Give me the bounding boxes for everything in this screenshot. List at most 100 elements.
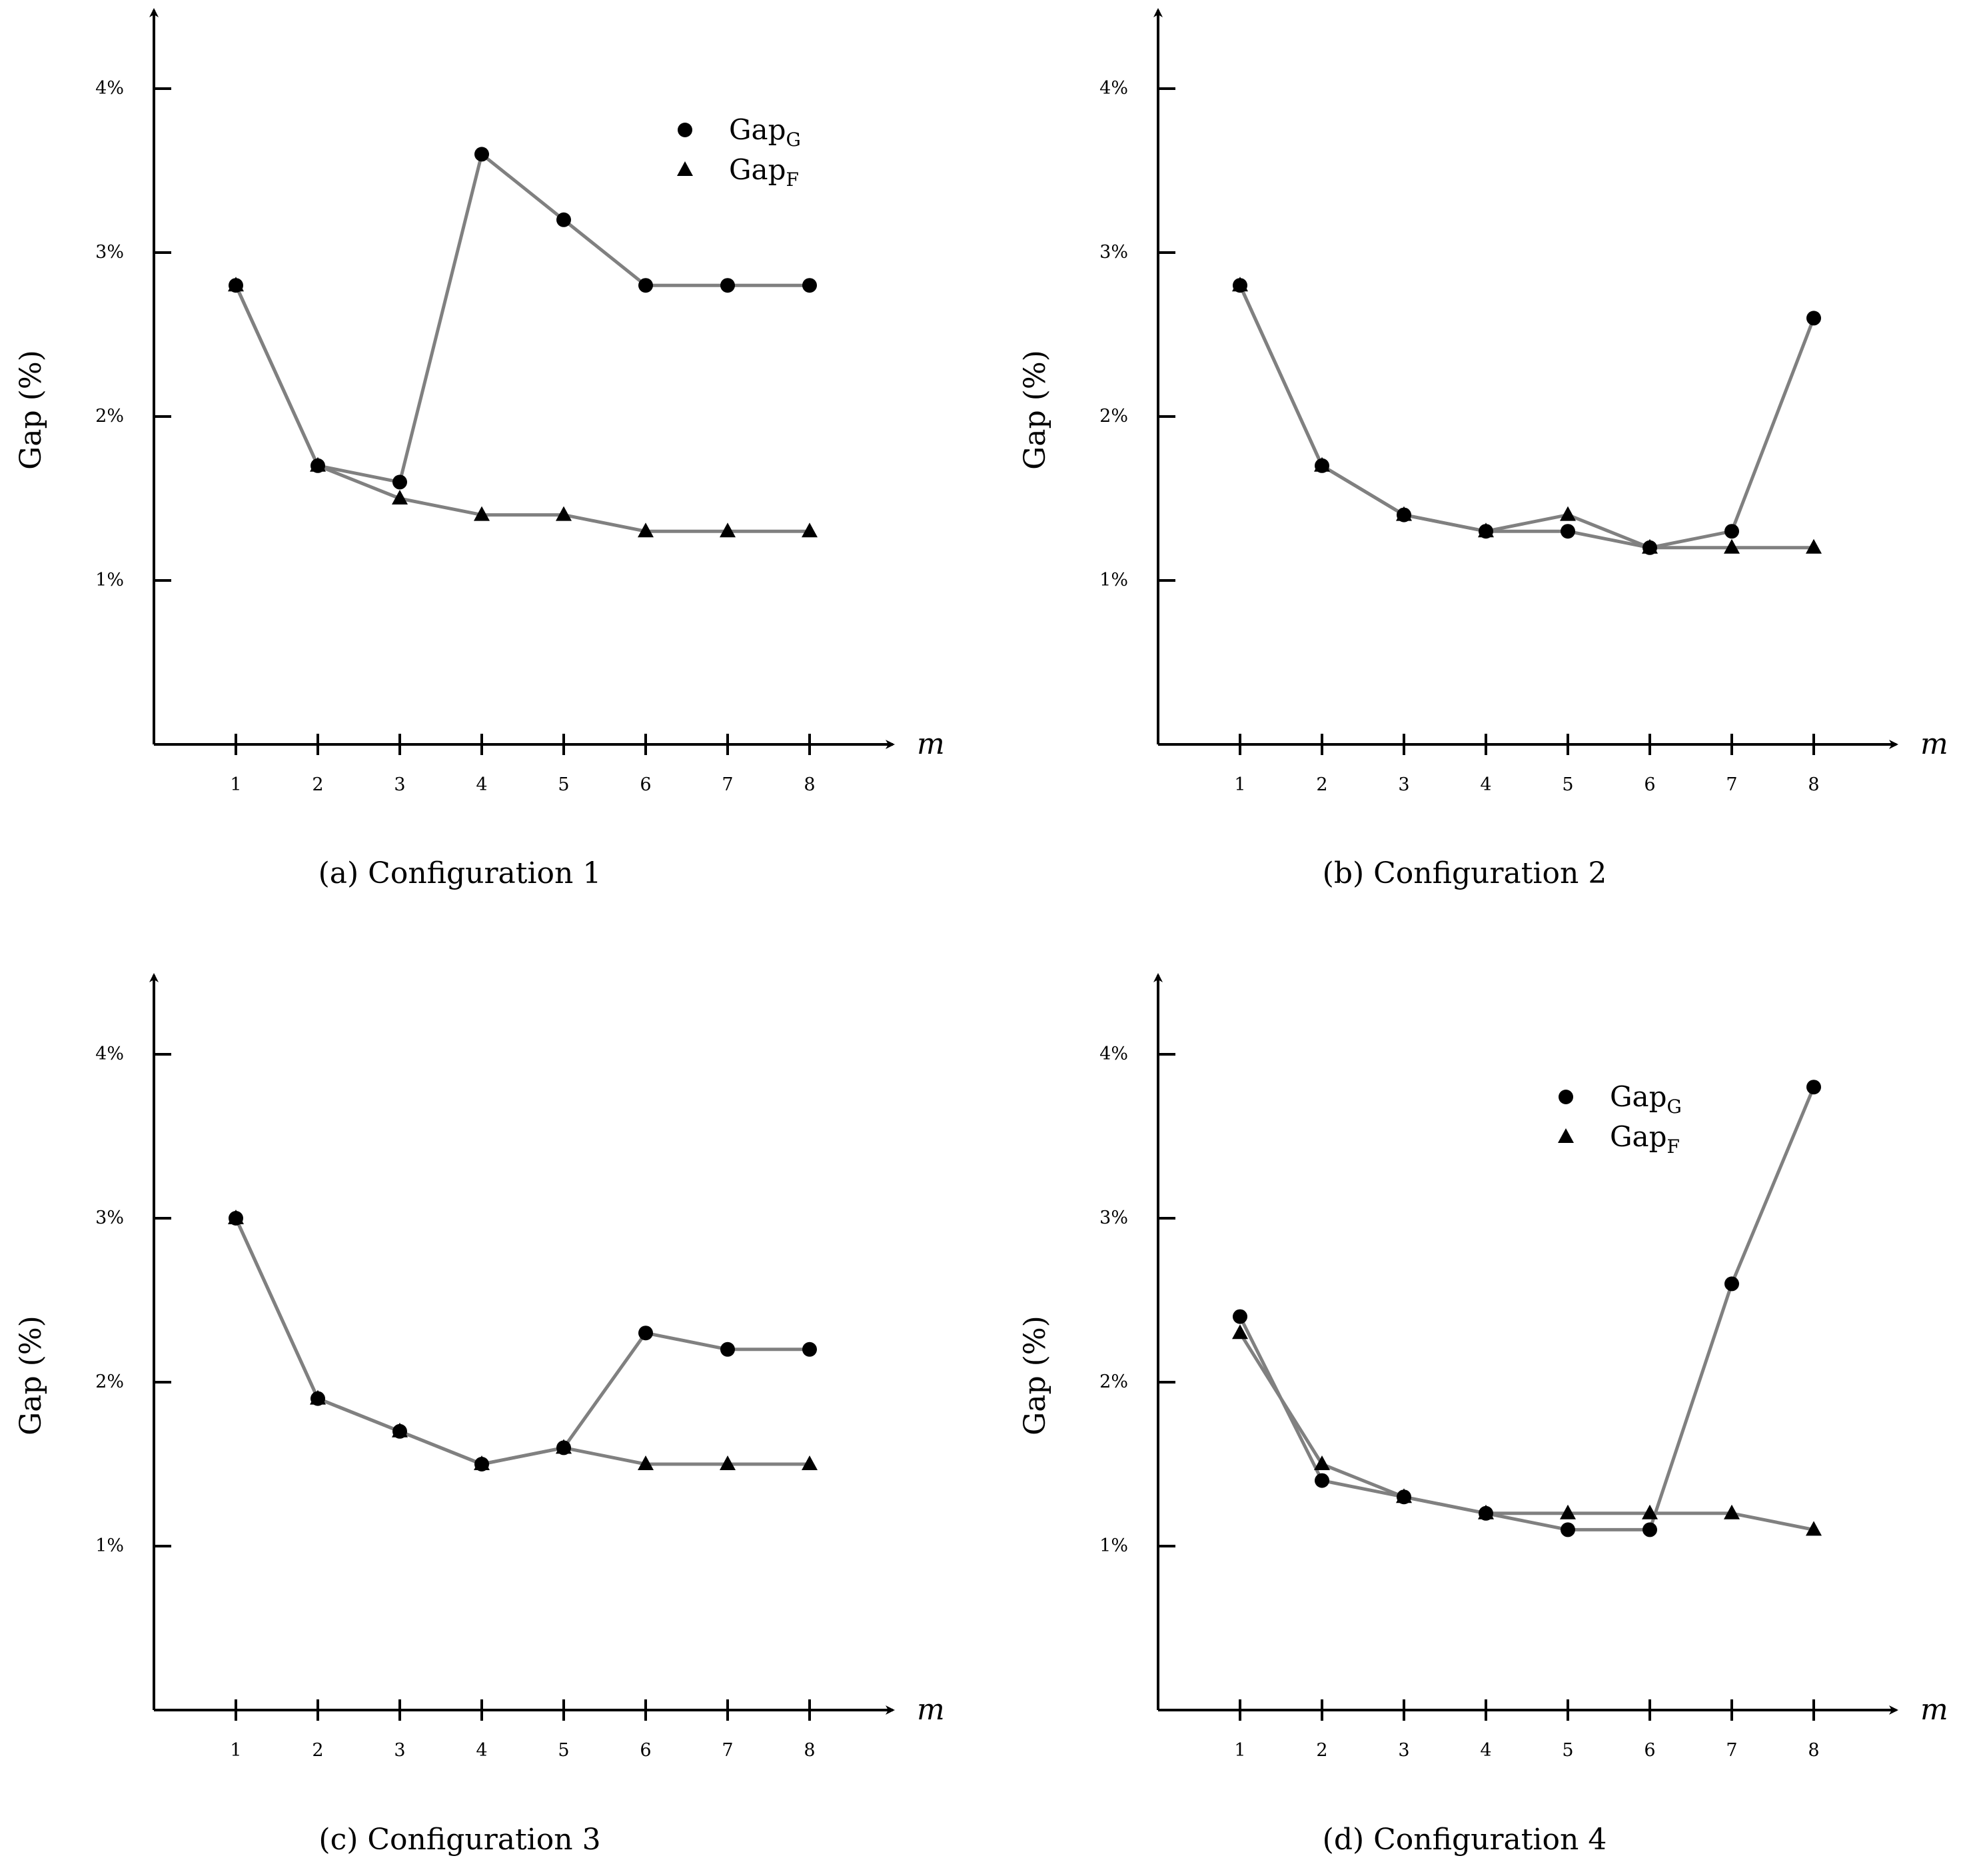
gap-f-point xyxy=(474,1455,490,1470)
series-line-gap-g xyxy=(234,152,810,484)
x-axis-label: m xyxy=(1920,1693,1948,1727)
y-tick-label: 4% xyxy=(95,78,124,99)
x-tick-label: 4 xyxy=(1480,1740,1491,1761)
y-tick-label: 1% xyxy=(95,570,124,590)
x-tick-label: 3 xyxy=(1398,1740,1409,1761)
chart-caption: (d) Configuration 4 xyxy=(1323,1823,1607,1857)
gap-g-point xyxy=(1233,1309,1247,1324)
gap-g-point xyxy=(1724,1276,1739,1292)
chart-caption: (c) Configuration 3 xyxy=(319,1823,600,1857)
gap-f-point xyxy=(1642,538,1658,554)
gap-f-point xyxy=(1314,457,1330,472)
chart-panel-3: m Gap (%) 1 2 3 4 5 6 7 8 1% 2% 3% 4% (c) Configuratio… xyxy=(14,973,945,1857)
gap-f-point xyxy=(1396,1488,1412,1503)
gap-f-point xyxy=(1396,506,1412,521)
x-tick-label: 8 xyxy=(804,774,815,795)
y-tick-label: 4% xyxy=(95,1044,124,1064)
x-axis-label: m xyxy=(917,727,945,761)
x-tick-label: 2 xyxy=(1316,774,1327,795)
y-tick-label: 3% xyxy=(95,1208,124,1228)
gap-g-point xyxy=(638,278,653,293)
gap-g-point xyxy=(720,1342,735,1357)
series-line-gap-f xyxy=(234,285,810,533)
gap-f-point xyxy=(802,522,818,538)
y-tick-label: 2% xyxy=(95,406,124,427)
x-tick-label: 5 xyxy=(558,774,569,795)
y-tick-label: 2% xyxy=(95,1372,124,1392)
gap-f-point xyxy=(310,457,326,472)
gap-g-point xyxy=(720,278,735,293)
x-tick-label: 8 xyxy=(804,1740,815,1761)
legend-marker-circle xyxy=(678,123,692,137)
gap-f-point xyxy=(1478,522,1494,538)
x-tick-label: 8 xyxy=(1808,774,1819,795)
x-tick-label: 3 xyxy=(1398,774,1409,795)
legend-label: GapG xyxy=(1610,1080,1682,1118)
y-tick-label: 2% xyxy=(1099,406,1128,427)
y-tick-label: 4% xyxy=(1099,78,1128,99)
y-axis-label: Gap (%) xyxy=(14,350,48,470)
gap-g-point xyxy=(802,278,817,293)
gap-f-point xyxy=(1560,506,1576,521)
gap-g-point xyxy=(1561,524,1575,539)
x-tick-label: 1 xyxy=(230,774,241,795)
gap-f-point xyxy=(1232,277,1248,292)
x-tick-label: 2 xyxy=(1316,1740,1327,1761)
x-tick-label: 6 xyxy=(1644,774,1655,795)
x-tick-label: 6 xyxy=(640,1740,651,1761)
legend-label: GapG xyxy=(729,113,801,151)
gap-f-point xyxy=(392,1422,408,1437)
x-tick-label: 6 xyxy=(1644,1740,1655,1761)
legend-label: GapF xyxy=(729,153,799,191)
gap-g-point xyxy=(474,147,489,162)
gap-f-point xyxy=(556,1439,572,1454)
legend-marker-circle xyxy=(1559,1090,1573,1104)
gap-g-point xyxy=(1315,1473,1329,1488)
gap-f-point xyxy=(310,1390,326,1405)
gap-g-point xyxy=(556,212,571,227)
gap-f-point xyxy=(474,506,490,521)
x-tick-label: 8 xyxy=(1808,1740,1819,1761)
series-line-gap-f xyxy=(1238,285,1814,550)
gap-g-point xyxy=(638,1326,653,1341)
chart-caption: (b) Configuration 2 xyxy=(1323,856,1607,890)
gap-f-point xyxy=(1478,1504,1494,1519)
x-tick-label: 5 xyxy=(1562,1740,1573,1761)
x-tick-label: 1 xyxy=(1234,774,1245,795)
y-axis-label: Gap (%) xyxy=(14,1316,48,1435)
y-tick-label: 1% xyxy=(95,1535,124,1556)
gap-f-point xyxy=(1314,1455,1330,1470)
gap-f-point xyxy=(1232,1324,1248,1340)
legend-marker-triangle xyxy=(677,161,693,176)
y-axis-label: Gap (%) xyxy=(1018,350,1052,470)
gap-g-point xyxy=(1806,1080,1821,1095)
x-tick-label: 5 xyxy=(1562,774,1573,795)
chart-caption: (a) Configuration 1 xyxy=(319,856,602,890)
legend-label: GapF xyxy=(1610,1120,1680,1158)
gap-f-point xyxy=(228,277,244,292)
gap-f-point xyxy=(228,1210,244,1224)
y-tick-label: 3% xyxy=(1099,242,1128,263)
x-tick-label: 2 xyxy=(312,774,323,795)
x-axis-label: m xyxy=(917,1693,945,1727)
gap-f-point xyxy=(556,506,572,521)
gap-g-point xyxy=(392,474,407,490)
x-tick-label: 3 xyxy=(394,774,405,795)
x-tick-label: 1 xyxy=(1234,1740,1245,1761)
x-axis-label: m xyxy=(1920,727,1948,761)
gap-f-point xyxy=(638,522,654,538)
series-line-gap-f xyxy=(1238,1332,1814,1531)
y-tick-label: 3% xyxy=(95,242,124,263)
legend-marker-triangle xyxy=(1558,1128,1574,1143)
x-tick-label: 4 xyxy=(1480,774,1491,795)
x-tick-label: 4 xyxy=(476,1740,487,1761)
x-tick-label: 7 xyxy=(722,774,733,795)
chart-panel-2: m Gap (%) 1 2 3 4 5 6 7 8 1% 2% 3% 4% (b) Configuratio… xyxy=(1018,8,1948,890)
y-tick-label: 2% xyxy=(1099,1372,1128,1392)
gap-f-point xyxy=(720,1455,736,1470)
series-line-gap-f xyxy=(234,1217,810,1466)
series-line-gap-g xyxy=(234,1217,810,1466)
